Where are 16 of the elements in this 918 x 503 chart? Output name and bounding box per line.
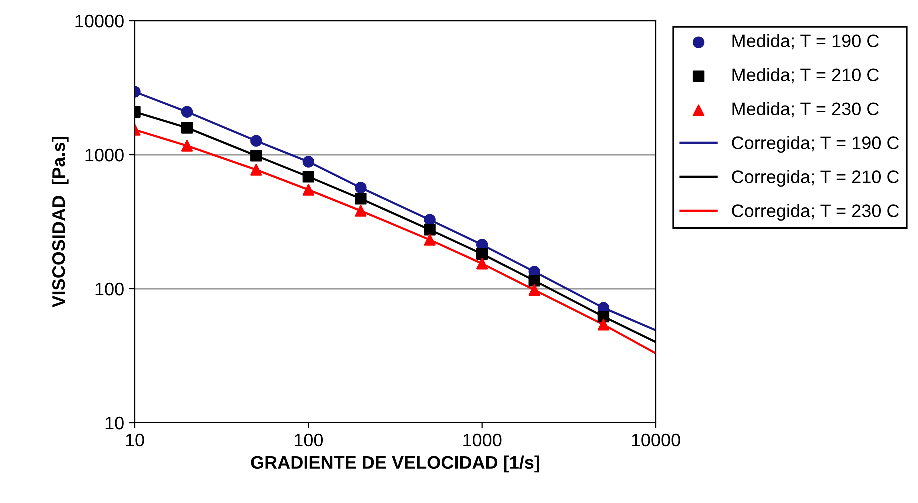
x-tick-label: 10000 [632, 434, 680, 447]
legend-label: Medida; T = 210 C [732, 68, 880, 84]
y-tick-label: 100 [96, 282, 124, 296]
legend-label: Medida; T = 230 C [732, 102, 880, 118]
legend-label: Medida; T = 190 C [732, 34, 880, 50]
y-axis-title: VISCOSIDAD [Pa.s] [52, 137, 69, 308]
y-tick-label: 1000 [86, 148, 124, 162]
legend-label: Corregida; T = 230 C [732, 204, 900, 221]
y-tick-label: 10000 [76, 14, 124, 28]
x-tick-label: 100 [294, 434, 324, 447]
legend-label: Corregida; T = 210 C [732, 170, 900, 188]
x-tick-label: 1000 [464, 434, 502, 447]
x-axis-title: GRADIENTE DE VELOCIDAD [1/s] [251, 456, 540, 473]
x-tick-label: 10 [126, 434, 144, 447]
y-tick-label: 10 [106, 416, 124, 430]
legend-label: Corregida; T = 190 C [732, 136, 900, 154]
